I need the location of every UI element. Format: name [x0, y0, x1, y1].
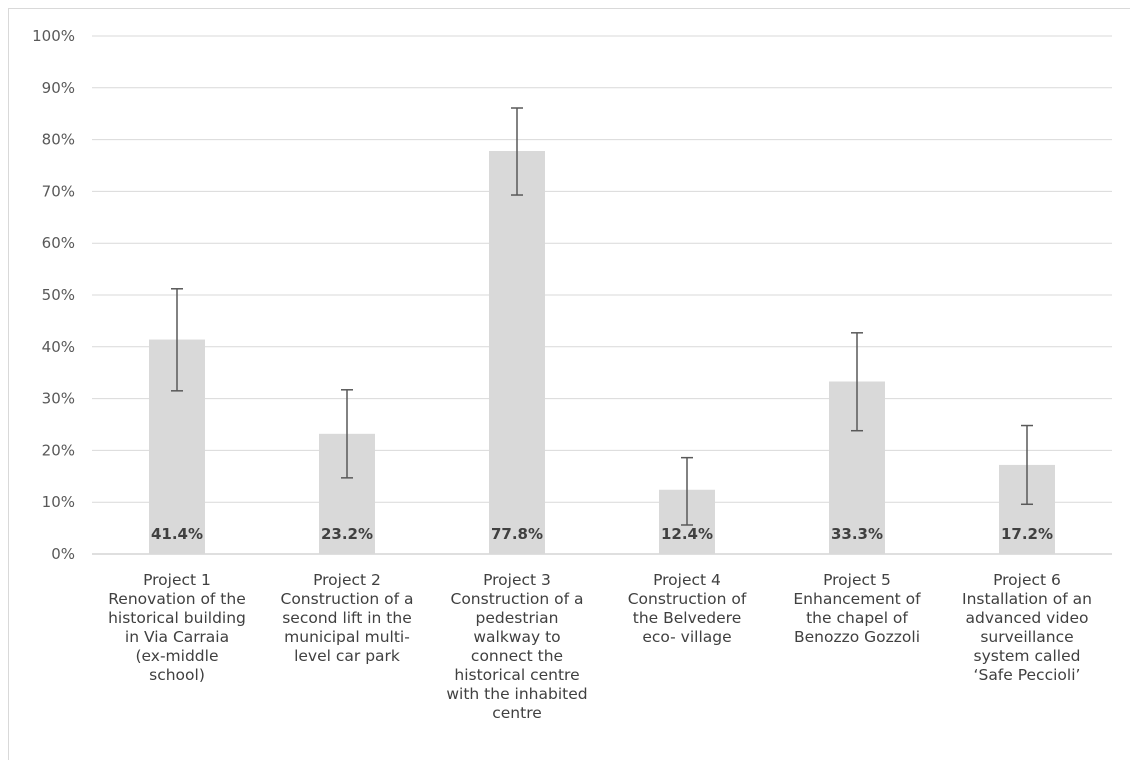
x-category-label: Project 4 Construction of the Belvedere eco…: [628, 571, 747, 646]
x-category-label-line: surveillance: [980, 628, 1073, 646]
y-tick-label: 60%: [42, 234, 75, 252]
error-bar: [1021, 424, 1033, 506]
x-category-label-line: Project 2: [313, 571, 381, 589]
x-category-label-line: Project 6: [993, 571, 1061, 589]
y-tick-label: 0%: [51, 545, 75, 563]
data-label: 12.4%: [661, 525, 713, 543]
x-category-label-line: school): [149, 666, 205, 684]
x-category-label-line: second lift in the: [282, 609, 412, 627]
x-category-label-line: Enhancement of: [793, 590, 921, 608]
x-category-label-line: centre: [492, 704, 542, 722]
y-tick-label: 50%: [42, 286, 75, 304]
y-tick-label: 90%: [42, 79, 75, 97]
y-tick-label: 10%: [42, 493, 75, 511]
x-category-label-line: connect the: [471, 647, 563, 665]
x-category-label: Project 2 Construction of a second lift in…: [281, 571, 414, 665]
x-category-label-line: advanced video: [966, 609, 1089, 627]
x-category-label-line: Project 4: [653, 571, 721, 589]
y-axis-ticks: 0% 10% 20% 30% 40% 50% 60% 70% 80% 90% 100%: [32, 27, 75, 563]
x-category-label: Project 3 Construction of a pedestrian walk…: [446, 571, 587, 722]
chart-area: [8, 8, 1130, 760]
x-category-label-line: (ex-middle: [135, 647, 218, 665]
bars: [149, 150, 1055, 554]
x-category-label-line: historical building: [108, 609, 246, 627]
x-category-label-line: system called: [974, 647, 1081, 665]
y-tick-label: 40%: [42, 338, 75, 356]
x-category-label-line: the Belvedere: [633, 609, 742, 627]
x-category-label-line: pedestrian: [476, 609, 559, 627]
x-category-label-line: ‘Safe Peccioli’: [974, 666, 1081, 684]
x-category-label-line: the chapel of: [806, 609, 908, 627]
error-bar: [511, 107, 523, 196]
x-category-label: Project 1 Renovation of the historical bui…: [108, 571, 246, 684]
error-bars: [171, 107, 1033, 526]
x-category-label-line: Construction of a: [451, 590, 584, 608]
data-label: 17.2%: [1001, 525, 1053, 543]
x-category-label: Project 5 Enhancement of the chapel of Beno…: [793, 571, 921, 646]
data-label: 23.2%: [321, 525, 373, 543]
x-category-label-line: Renovation of the: [108, 590, 246, 608]
gridlines: [92, 35, 1112, 555]
y-tick-label: 80%: [42, 131, 75, 149]
bar: [489, 150, 545, 554]
x-category-label-line: Construction of: [628, 590, 747, 608]
error-bar: [171, 288, 183, 392]
x-axis-categories: Project 1 Renovation of the historical bui…: [108, 571, 1092, 722]
x-category-label-line: Benozzo Gozzoli: [794, 628, 920, 646]
x-category-label-line: in Via Carraia: [125, 628, 229, 646]
x-category-label-line: eco- village: [642, 628, 731, 646]
x-category-label-line: walkway to: [473, 628, 560, 646]
y-tick-label: 20%: [42, 441, 75, 459]
x-category-label-line: Project 5: [823, 571, 891, 589]
error-bar: [851, 332, 863, 432]
y-tick-label: 70%: [42, 182, 75, 200]
data-labels: 41.4% 23.2% 77.8% 12.4% 33.3% 17.2%: [151, 525, 1053, 543]
y-tick-label: 30%: [42, 390, 75, 408]
x-category-label-line: municipal multi-: [284, 628, 410, 646]
x-category-label-line: with the inhabited: [446, 685, 587, 703]
x-category-label-line: Project 1: [143, 571, 211, 589]
error-bar: [341, 389, 353, 479]
x-category-label-line: Installation of an: [962, 590, 1092, 608]
x-category-label-line: historical centre: [454, 666, 579, 684]
x-category-label-line: Construction of a: [281, 590, 414, 608]
data-label: 33.3%: [831, 525, 883, 543]
y-tick-label: 100%: [32, 27, 75, 45]
x-category-label-line: Project 3: [483, 571, 551, 589]
data-label: 41.4%: [151, 525, 203, 543]
data-label: 77.8%: [491, 525, 543, 543]
error-bar: [681, 456, 693, 526]
x-category-label: Project 6 Installation of an advanced vide…: [962, 571, 1092, 684]
x-category-label-line: level car park: [294, 647, 400, 665]
